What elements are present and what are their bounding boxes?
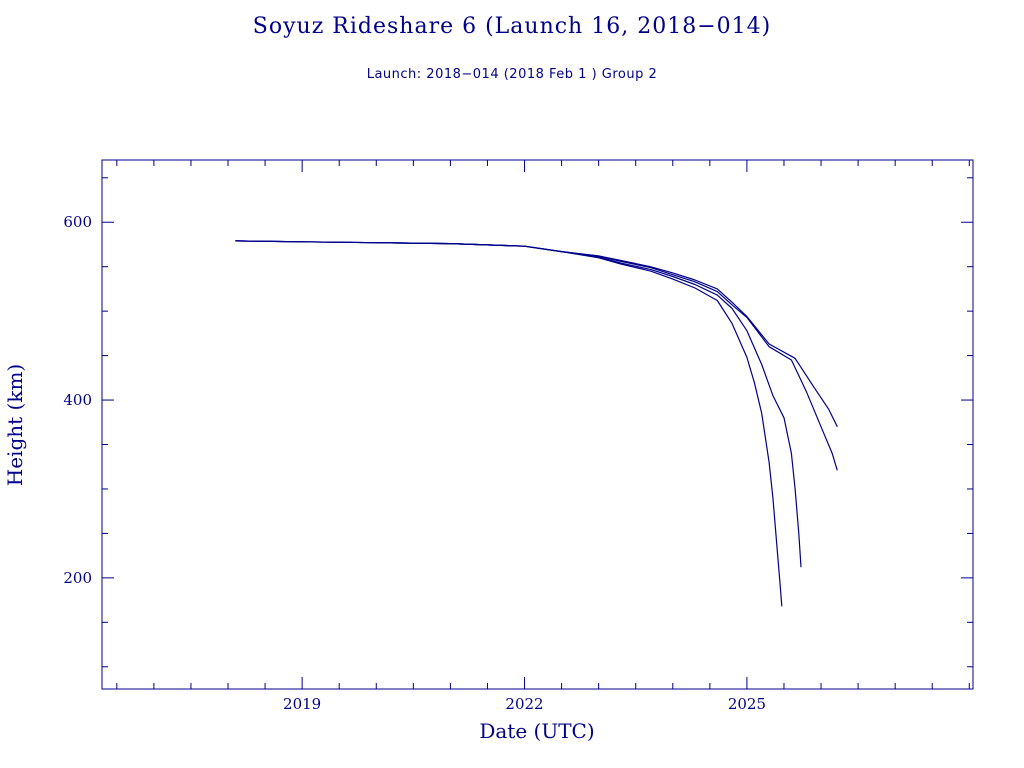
y-tick-label: 600	[63, 213, 92, 231]
y-tick-label: 400	[63, 391, 92, 409]
y-tick-label: 200	[63, 569, 92, 587]
series-line-3	[235, 240, 838, 471]
plot-frame	[101, 159, 974, 690]
y-axis-label: Height (km)	[3, 364, 27, 486]
series-layer	[235, 240, 838, 607]
x-tick-label: 2025	[728, 695, 766, 713]
series-line-2	[235, 240, 802, 568]
axis-ticks	[102, 160, 973, 689]
axis-tick-labels: 2019 2022 2025 200 400 600	[63, 213, 766, 713]
series-line-4	[235, 240, 838, 427]
chart-title: Soyuz Rideshare 6 (Launch 16, 2018−014)	[252, 14, 772, 39]
x-tick-label: 2019	[283, 695, 321, 713]
series-line-1	[235, 240, 783, 607]
x-tick-label: 2022	[505, 695, 543, 713]
x-axis-label: Date (UTC)	[479, 719, 594, 743]
chart-subtitle: Launch: 2018−014 (2018 Feb 1 ) Group 2	[366, 67, 658, 82]
